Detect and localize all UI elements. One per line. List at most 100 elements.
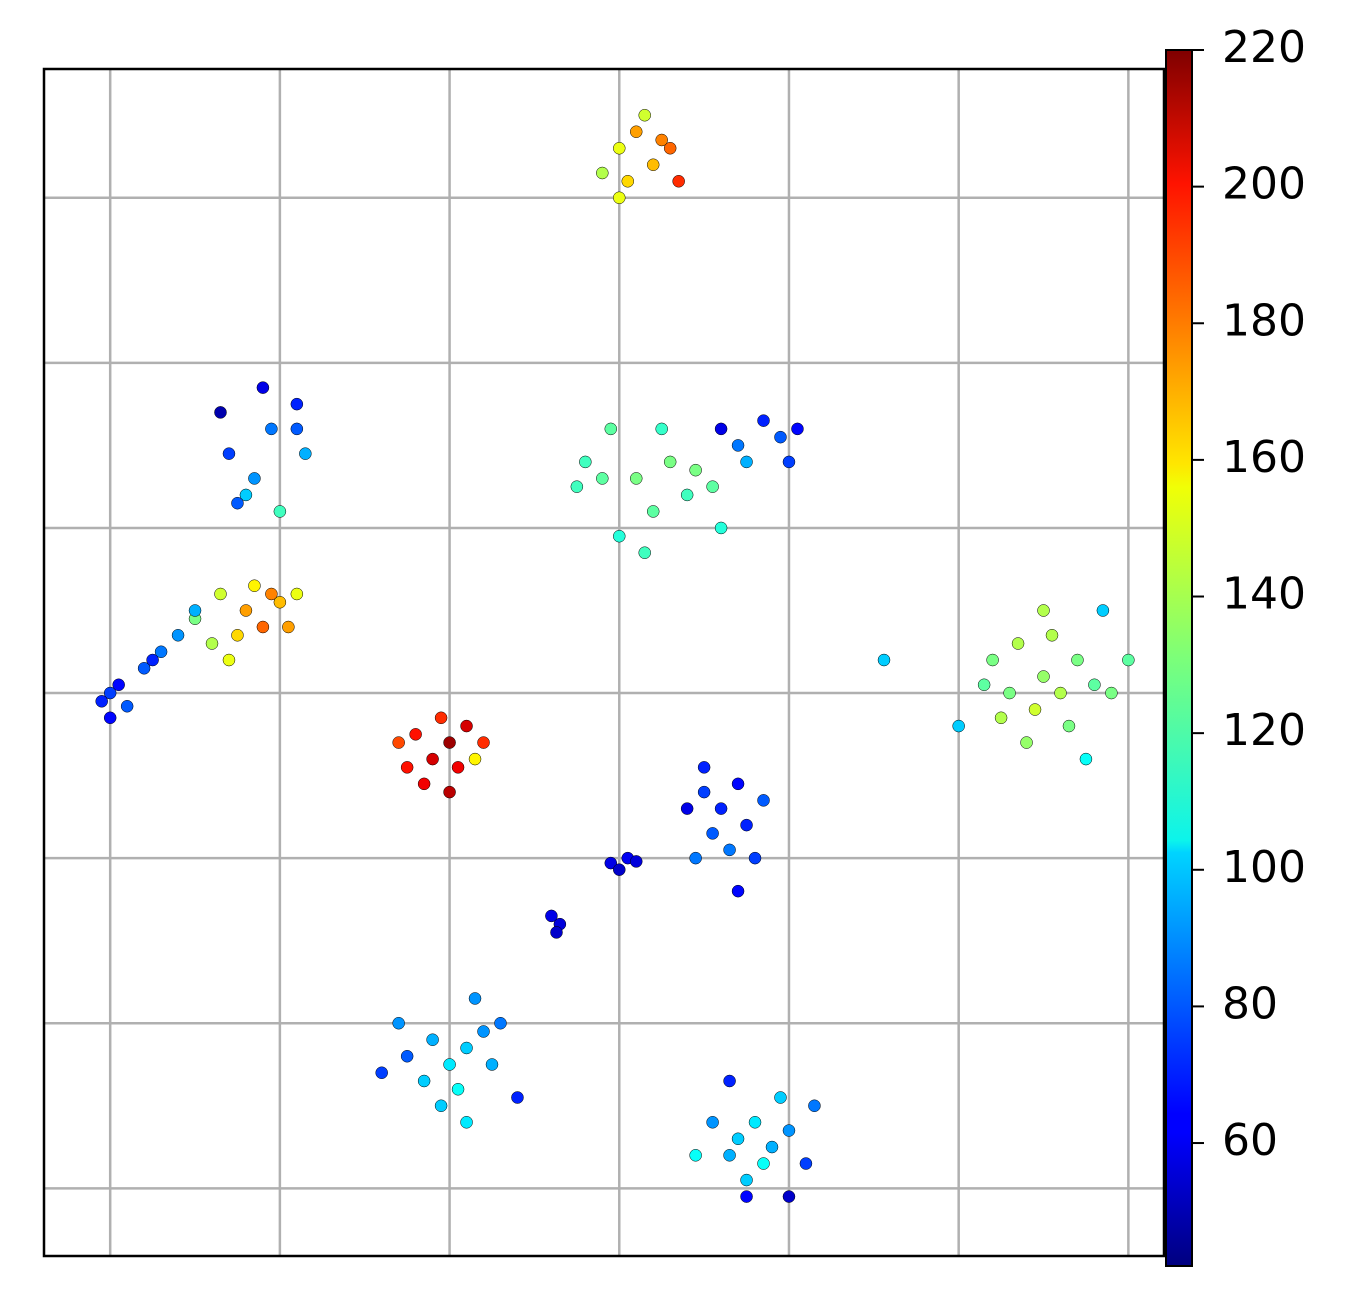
point (451, 761, 465, 774)
point (680, 802, 694, 815)
colorbar-axis: 60 80 100 120 140 160 180 200 220 (1192, 22, 1306, 1166)
point (137, 662, 151, 675)
point (740, 818, 753, 832)
point (986, 653, 999, 667)
point (146, 653, 159, 667)
point (646, 505, 660, 518)
point (95, 695, 108, 708)
colorbar-tick-label: 160 (1222, 432, 1306, 483)
colorbar-tick-label: 180 (1222, 295, 1306, 346)
point (188, 604, 202, 617)
point (1037, 670, 1050, 683)
point (604, 856, 618, 870)
point (740, 455, 753, 469)
point (731, 884, 745, 898)
point (1079, 752, 1093, 766)
point (1088, 678, 1101, 692)
point (782, 455, 796, 469)
point (485, 1058, 499, 1071)
point (994, 711, 1008, 725)
point (596, 472, 609, 485)
point (977, 678, 991, 692)
colorbar-tick-label: 200 (1222, 159, 1306, 210)
point (877, 653, 891, 667)
point (248, 472, 261, 485)
point (714, 521, 728, 535)
point (468, 992, 482, 1005)
point (655, 133, 668, 147)
point (613, 141, 626, 155)
point (265, 587, 278, 601)
point (171, 629, 185, 642)
point (748, 851, 762, 865)
point (570, 480, 584, 493)
point (731, 777, 745, 791)
point (282, 620, 295, 634)
point (672, 175, 685, 188)
point (426, 1033, 439, 1046)
point (205, 637, 219, 650)
point (731, 1132, 745, 1146)
point (460, 719, 473, 733)
point (782, 1124, 796, 1137)
point (689, 463, 702, 477)
grid (44, 69, 1164, 1256)
point (1105, 686, 1118, 700)
point (952, 719, 965, 733)
point (714, 422, 728, 436)
point (808, 1099, 821, 1113)
point (613, 529, 626, 543)
point (689, 851, 702, 865)
point (400, 761, 414, 774)
point (629, 855, 643, 868)
colorbar-tick-label: 220 (1222, 22, 1306, 73)
point (757, 414, 770, 427)
point (706, 1116, 719, 1129)
point (256, 381, 270, 394)
point (443, 785, 456, 799)
point (757, 794, 770, 807)
point (477, 1025, 490, 1038)
point (434, 711, 448, 725)
point (774, 1091, 787, 1104)
point (655, 422, 668, 436)
point (392, 736, 405, 749)
point (460, 1041, 473, 1055)
point (774, 430, 787, 444)
point (299, 447, 312, 460)
point (706, 480, 719, 493)
point (731, 439, 745, 452)
point (697, 785, 711, 799)
point (256, 620, 270, 634)
point (757, 1157, 770, 1170)
point (451, 1083, 465, 1096)
point (214, 406, 227, 419)
point (646, 158, 660, 172)
plot-frame (42, 67, 1166, 1258)
point (689, 1149, 702, 1162)
point (629, 472, 643, 485)
colorbar (1165, 49, 1193, 1267)
point (723, 1149, 736, 1162)
point (579, 455, 592, 469)
point (1028, 703, 1042, 716)
point (409, 728, 422, 741)
point (782, 1190, 796, 1203)
point (477, 736, 490, 749)
point (765, 1140, 779, 1154)
point (214, 587, 227, 601)
point (120, 699, 134, 713)
point (290, 397, 304, 411)
point (706, 827, 719, 840)
point (1011, 637, 1025, 650)
point (103, 711, 117, 725)
point (723, 1074, 736, 1088)
colorbar-tick-label: 100 (1222, 842, 1306, 893)
point (799, 1157, 813, 1170)
point (1071, 653, 1084, 667)
point (748, 1116, 762, 1129)
point (1020, 736, 1033, 749)
point (697, 761, 711, 774)
